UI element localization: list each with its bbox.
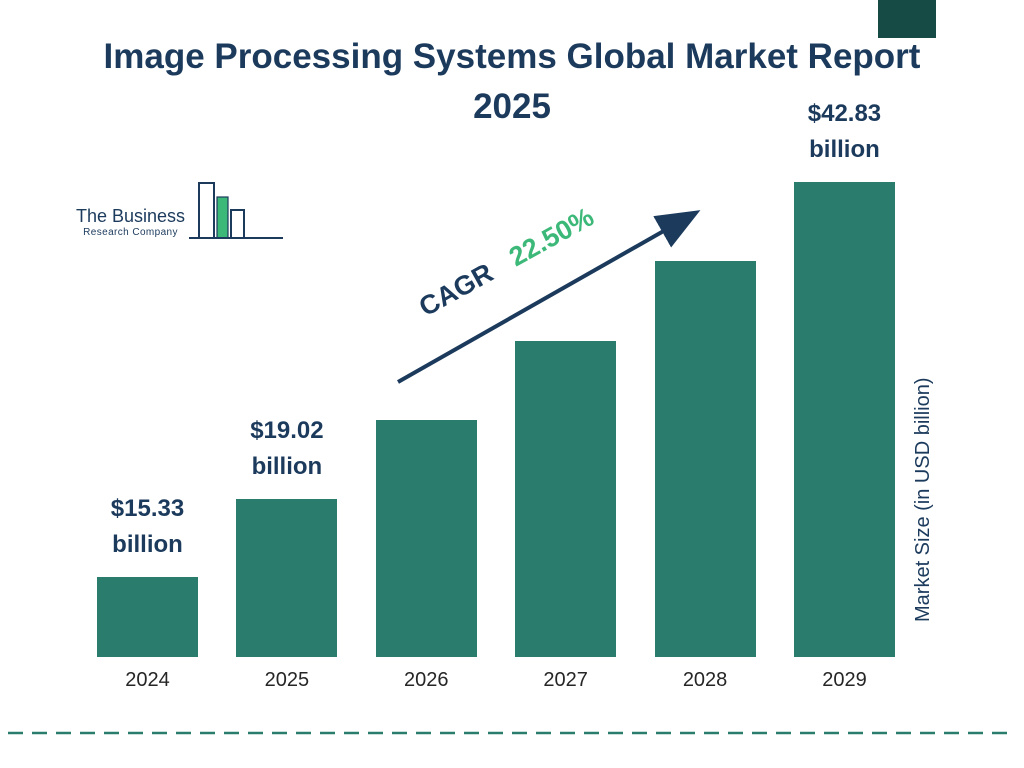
- bottom-dashed-divider: [8, 731, 1016, 735]
- x-tick-label-2029: 2029: [822, 669, 867, 691]
- bar-2029: [793, 182, 895, 657]
- bar-2027: [515, 341, 617, 657]
- x-tick-label-2028: 2028: [682, 669, 728, 691]
- bar-column-2025: $19.02 billion 2025: [236, 180, 338, 691]
- x-tick-label-2027: 2027: [543, 669, 588, 691]
- logo-text: The Business Research Company: [76, 206, 185, 242]
- bar-2026: [375, 420, 477, 657]
- logo-bar-chart-icon: [189, 182, 284, 239]
- page-title: Image Processing Systems Global Market R…: [103, 37, 921, 126]
- bar-column-2027: 2027: [515, 180, 617, 691]
- bar-column-2029: $42.83 billion 2029: [793, 100, 895, 691]
- bar-2024: [97, 577, 198, 657]
- y-axis-label: Market Size (in USD billion): [912, 377, 934, 623]
- logo-name: The Business: [76, 206, 186, 226]
- corner-accent-block: [878, 0, 936, 38]
- bar-value-label-2025: $19.02 billion: [250, 417, 324, 480]
- growth-arrow-icon: [397, 210, 701, 384]
- bar-chart: $15.33 billion 2024 $19.02 billion 2025 2026 20…: [97, 100, 895, 691]
- x-tick-label-2025: 2025: [264, 669, 310, 691]
- bar-column-2026: 2026: [375, 180, 477, 691]
- bar-2025: [236, 499, 338, 657]
- bar-value-label-2024: $15.33 billion: [110, 495, 185, 558]
- company-logo: The Business Research Company: [76, 180, 285, 242]
- x-tick-label-2024: 2024: [125, 669, 170, 691]
- logo-subname: Research Company: [83, 227, 178, 238]
- bar-2028: [654, 261, 756, 657]
- x-tick-label-2026: 2026: [404, 669, 449, 691]
- bar-value-label-2029: $42.83 billion: [807, 100, 882, 163]
- bar-column-2028: 2028: [654, 180, 756, 691]
- bar-column-2024: $15.33 billion 2024: [97, 180, 198, 691]
